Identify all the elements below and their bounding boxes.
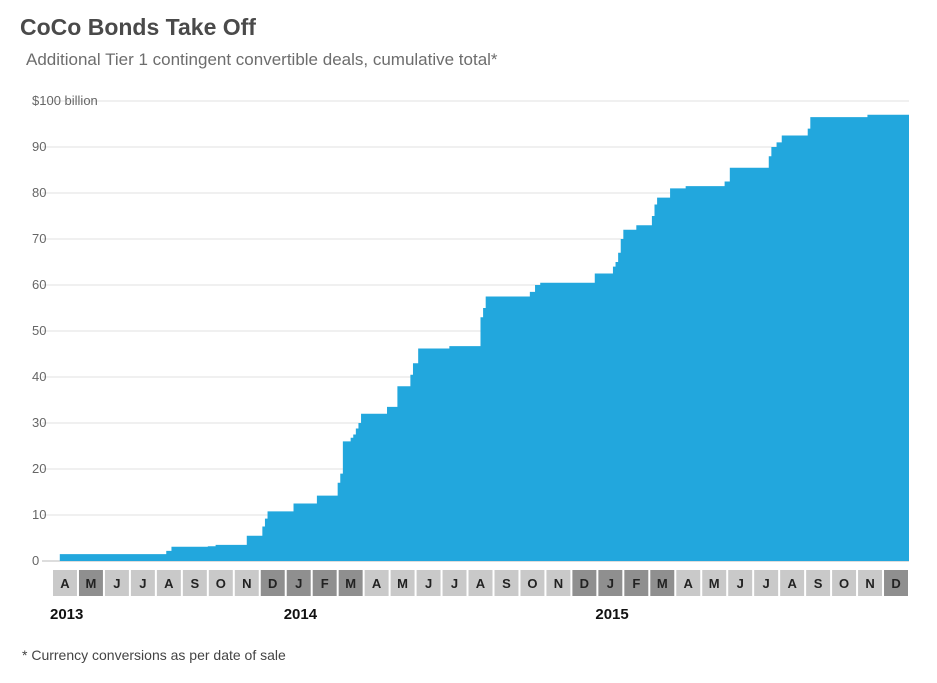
month-box (702, 570, 727, 596)
month-box (728, 570, 753, 596)
month-label: A (372, 576, 382, 591)
month-box (208, 570, 233, 596)
month-box (130, 570, 155, 596)
month-label: A (787, 576, 797, 591)
month-label: F (632, 576, 640, 591)
month-label: A (476, 576, 486, 591)
month-label: O (839, 576, 849, 591)
month-label: S (190, 576, 199, 591)
month-box (53, 570, 77, 596)
month-box (624, 570, 649, 596)
month-label: D (268, 576, 277, 591)
month-label: J (295, 576, 302, 591)
month-box (416, 570, 441, 596)
year-label: 2015 (595, 606, 628, 623)
month-box (832, 570, 857, 596)
month-box (234, 570, 259, 596)
y-tick-label: 10 (32, 507, 46, 522)
y-tick-label: 50 (32, 323, 46, 338)
month-box (104, 570, 129, 596)
month-label: J (451, 576, 458, 591)
month-label: D (580, 576, 589, 591)
month-label: J (139, 576, 146, 591)
month-label: S (814, 576, 823, 591)
month-box (494, 570, 519, 596)
month-label: O (527, 576, 537, 591)
month-label: J (763, 576, 770, 591)
month-box (572, 570, 597, 596)
month-box (286, 570, 311, 596)
month-label: D (891, 576, 900, 591)
month-box (520, 570, 545, 596)
y-tick-label: 70 (32, 231, 46, 246)
month-box (260, 570, 285, 596)
month-label: S (502, 576, 511, 591)
month-label: J (113, 576, 120, 591)
month-box (442, 570, 467, 596)
y-axis-ticks: 0 10 20 30 40 50 60 70 80 90 $100 billion (32, 93, 98, 568)
month-box (858, 570, 883, 596)
month-label: N (865, 576, 874, 591)
month-box (806, 570, 831, 596)
month-box (546, 570, 571, 596)
month-label: M (657, 576, 668, 591)
month-label: A (60, 576, 70, 591)
month-box (390, 570, 415, 596)
month-box (468, 570, 493, 596)
y-tick-label: 90 (32, 139, 46, 154)
month-label: A (684, 576, 694, 591)
y-tick-label: 40 (32, 369, 46, 384)
y-tick-label: 60 (32, 277, 46, 292)
month-label: M (345, 576, 356, 591)
month-box (312, 570, 337, 596)
month-box (780, 570, 805, 596)
month-box (884, 570, 908, 596)
y-tick-label: 80 (32, 185, 46, 200)
footnote: * Currency conversions as per date of sa… (22, 647, 286, 663)
year-label: 2014 (284, 606, 318, 623)
year-label: 2013 (50, 606, 83, 623)
cumulative-area (59, 114, 910, 562)
y-tick-label: 30 (32, 415, 46, 430)
month-box (338, 570, 363, 596)
month-label: J (607, 576, 614, 591)
y-tick-label: 20 (32, 461, 46, 476)
month-label: M (86, 576, 97, 591)
month-label: F (321, 576, 329, 591)
month-box (182, 570, 207, 596)
month-label: O (216, 576, 226, 591)
y-tick-label: 0 (32, 553, 39, 568)
month-box (364, 570, 389, 596)
month-label: M (709, 576, 720, 591)
month-label: N (242, 576, 251, 591)
month-box (754, 570, 779, 596)
month-box (598, 570, 623, 596)
month-box (676, 570, 701, 596)
month-label: J (425, 576, 432, 591)
month-label: M (397, 576, 408, 591)
month-label: A (164, 576, 174, 591)
chart-subtitle: Additional Tier 1 contingent convertible… (26, 50, 498, 69)
year-axis: 2013 2014 2015 (50, 606, 629, 623)
month-box (78, 570, 103, 596)
area-layer (59, 114, 910, 562)
month-label: N (554, 576, 563, 591)
month-label: J (737, 576, 744, 591)
month-box (156, 570, 181, 596)
y-tick-label: $100 billion (32, 93, 98, 108)
month-box (650, 570, 675, 596)
chart-title: CoCo Bonds Take Off (20, 14, 256, 40)
